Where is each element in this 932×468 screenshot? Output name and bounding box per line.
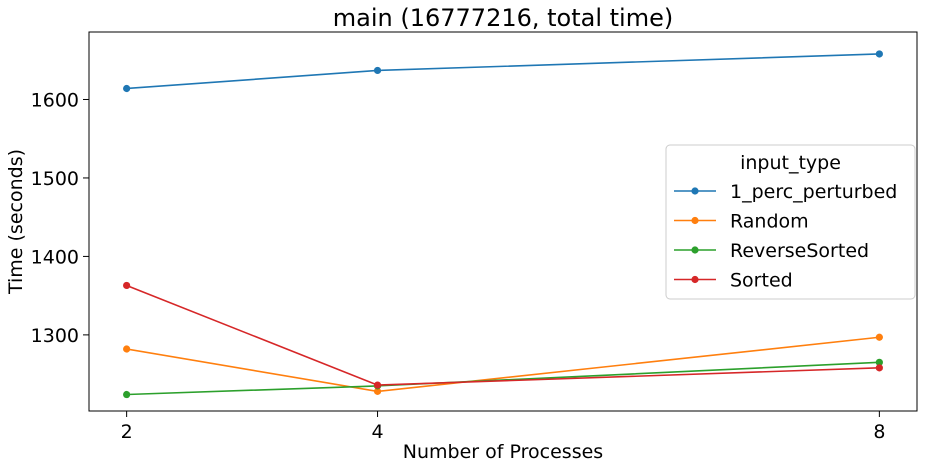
- legend-swatch-marker: [691, 246, 699, 254]
- data-point: [373, 381, 382, 389]
- data-point: [123, 84, 131, 93]
- legend-item: ReverseSorted: [674, 240, 869, 262]
- legend-label: Random: [730, 211, 809, 233]
- y-tick-label: 1600: [31, 89, 79, 111]
- legend-label: Sorted: [730, 270, 793, 292]
- x-axis-label: Number of Processes: [403, 441, 603, 463]
- series-line: [126, 336, 880, 393]
- plot-frame: [88, 31, 918, 412]
- y-axis-label: Time (seconds): [5, 149, 27, 295]
- chart-title: main (16777216, total time): [333, 4, 673, 32]
- data-point: [373, 66, 382, 75]
- legend-swatch-marker: [691, 187, 699, 195]
- data-point: [875, 333, 883, 341]
- series-layer: [123, 50, 883, 399]
- data-point: [875, 358, 883, 366]
- data-point: [875, 50, 883, 58]
- y-tick-label: 1500: [31, 168, 79, 190]
- x-tick-label: 2: [121, 421, 133, 443]
- legend-swatch-marker: [691, 275, 699, 284]
- legend-box: [665, 144, 916, 300]
- y-tick-label: 1300: [31, 325, 79, 347]
- data-point: [123, 390, 131, 399]
- series-line: [126, 53, 880, 90]
- legend-label: 1_perc_perturbed: [730, 181, 897, 203]
- x-tick-label: 8: [873, 421, 885, 443]
- axes: 2 4 8 1300 1400 1500 1600: [31, 31, 918, 443]
- x-tick-label: 4: [371, 421, 383, 443]
- series-sorted: [123, 281, 883, 389]
- legend-item: 1_perc_perturbed: [674, 181, 897, 203]
- legend-item: Random: [674, 211, 809, 233]
- legend-title: input_type: [740, 152, 841, 174]
- data-point: [875, 364, 883, 372]
- data-point: [123, 281, 131, 290]
- legend-swatch-marker: [691, 216, 699, 225]
- data-point: [373, 387, 382, 395]
- legend: input_type 1_perc_perturbed Random ReverseS…: [665, 144, 916, 300]
- y-tick-label: 1400: [31, 246, 79, 268]
- series-1_perc_perturbed: [123, 50, 883, 93]
- series-random: [123, 333, 883, 395]
- data-point: [123, 345, 131, 353]
- series-line: [126, 284, 880, 386]
- legend-item: Sorted: [674, 270, 793, 292]
- legend-label: ReverseSorted: [730, 240, 869, 262]
